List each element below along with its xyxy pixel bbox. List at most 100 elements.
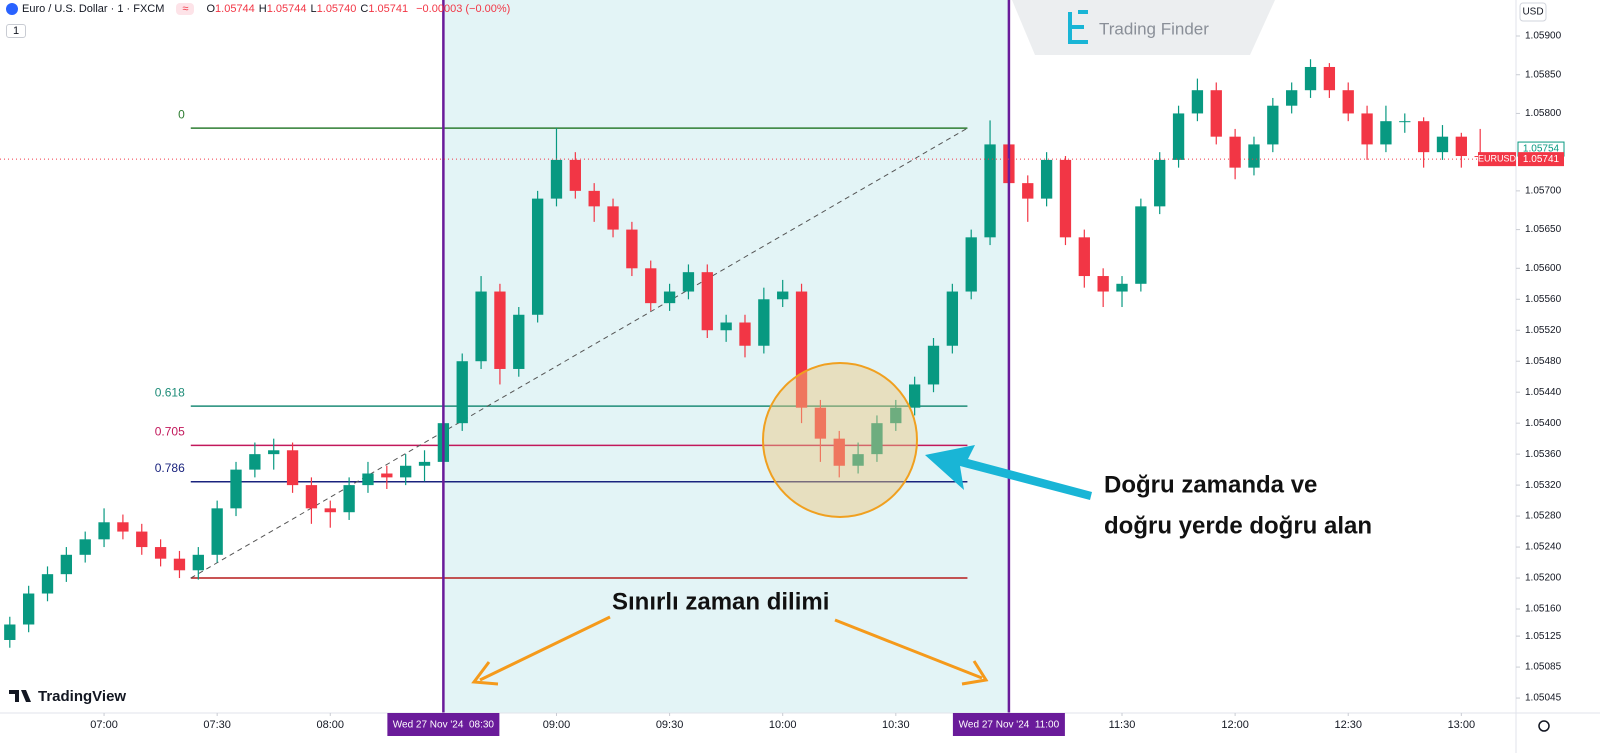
candle-body — [475, 291, 487, 362]
span-arrow-left — [479, 615, 611, 682]
y-tick-label: 1.05200 — [1525, 573, 1562, 584]
x-tick-label: 07:00 — [90, 719, 118, 731]
x-tick-label: 13:00 — [1448, 719, 1476, 731]
symbol-tag — [1478, 152, 1516, 167]
candle-body — [230, 469, 242, 509]
candle-body — [98, 522, 110, 540]
candle-body — [777, 291, 789, 300]
legend-header: Euro / U.S. Dollar · 1 · FXCM ≈ O1.05744… — [6, 3, 510, 15]
callout-text: doğru yerde doğru alan — [1104, 512, 1372, 539]
candle-body — [41, 574, 54, 594]
candle-body — [343, 485, 355, 513]
candle-body — [4, 624, 16, 640]
highlight-circle — [762, 362, 918, 518]
currency: USD — [1522, 7, 1543, 18]
candle-body — [908, 384, 921, 408]
interval-box[interactable]: 1 — [6, 24, 27, 38]
y-tick-label: 1.05280 — [1525, 511, 1562, 522]
candle-body — [1267, 105, 1279, 145]
candle-body — [569, 159, 581, 191]
candle-body — [531, 198, 544, 315]
zone-time-tag — [387, 713, 500, 736]
candle-body — [136, 531, 148, 548]
candle-body — [494, 291, 506, 369]
logo-icon — [9, 690, 31, 702]
zone-time-label: Wed 27 Nov '24 08:30 — [393, 720, 495, 731]
candle-body — [1059, 159, 1072, 238]
ohlc: O1.05744 H1.05744 L1.05740 C1.05741 — [206, 3, 412, 15]
logo-text: TradingView — [38, 688, 126, 705]
candle-body — [305, 485, 318, 509]
candle-body — [1436, 136, 1449, 153]
candle-body — [682, 272, 695, 292]
candle-body — [1361, 113, 1373, 145]
y-tick-label: 1.05160 — [1525, 604, 1562, 615]
price-axis-bg — [1516, 0, 1600, 753]
x-tick-label: 12:30 — [1334, 719, 1362, 731]
candle-body — [1022, 183, 1034, 199]
span-arrow-left-head — [471, 661, 499, 686]
candle-body — [890, 407, 902, 424]
candle-body — [60, 554, 73, 575]
candle-body — [154, 547, 167, 559]
candle-body — [1040, 159, 1053, 199]
candle-body — [852, 454, 864, 466]
candle-body — [249, 454, 261, 470]
ohlc-value: 1.05744 — [215, 3, 255, 15]
ohlc-key: O — [206, 3, 216, 15]
candle-body — [1417, 121, 1430, 153]
candle-body — [588, 190, 600, 207]
candle-body — [1229, 136, 1241, 168]
candle-body — [418, 461, 431, 466]
candle-body — [946, 291, 959, 346]
candle-body — [701, 272, 713, 331]
candle-body — [965, 237, 977, 292]
x-tick-label: 11:30 — [1109, 719, 1136, 731]
candle-body — [1455, 136, 1467, 157]
candle-body — [513, 314, 525, 369]
candle-body — [814, 407, 827, 439]
fib-label: 0.618 — [155, 385, 185, 399]
candle-body — [324, 508, 336, 513]
settings-icon[interactable] — [1538, 720, 1550, 732]
x-tick-label: 07:30 — [203, 719, 231, 731]
y-tick-label: 1.05800 — [1525, 108, 1562, 119]
symbol: Euro / U.S. Dollar · 1 · FXCM — [22, 3, 165, 15]
compare-pill[interactable]: ≈ — [176, 3, 195, 15]
zone-time-tag — [952, 713, 1065, 736]
candle-body — [362, 473, 374, 486]
candle-body — [607, 206, 619, 230]
currency-box[interactable] — [1519, 2, 1547, 22]
candle-body — [1380, 121, 1392, 145]
candle-body — [550, 159, 563, 199]
candle-body — [1399, 121, 1411, 123]
fib-label: 0.705 — [155, 424, 185, 438]
candle-body — [1304, 66, 1317, 91]
y-tick-label: 1.05560 — [1525, 294, 1562, 305]
y-tick-label: 1.05360 — [1525, 449, 1562, 460]
y-tick-label: 1.05600 — [1525, 263, 1562, 274]
candle-body — [1172, 113, 1185, 160]
candle-body — [663, 291, 676, 304]
ohlc-key: H — [258, 3, 267, 15]
price-tag-text: 1.05741 — [1523, 154, 1560, 165]
symbol-tag-text: EURUSD — [1478, 153, 1517, 163]
candle-body — [795, 291, 808, 408]
y-tick-label: 1.05900 — [1525, 31, 1562, 42]
span-arrow-right-head — [961, 660, 989, 686]
candle-body — [720, 322, 732, 331]
span-text: Sınırlı zaman dilimi — [612, 588, 829, 615]
fib-label: 0 — [178, 107, 185, 121]
x-tick-label: 10:00 — [769, 719, 797, 731]
ohlc-value: 1.05741 — [368, 3, 409, 15]
candle-body — [871, 423, 883, 455]
fib-label: 0.786 — [155, 461, 185, 475]
y-tick-label: 1.05650 — [1525, 224, 1562, 235]
candle-body — [645, 268, 657, 304]
x-tick-label: 09:30 — [656, 719, 684, 731]
candle-body — [1323, 66, 1336, 91]
x-tick-label: 08:00 — [317, 719, 345, 731]
candle-body — [192, 554, 204, 571]
price-tag-text: 1.05754 — [1523, 144, 1560, 155]
